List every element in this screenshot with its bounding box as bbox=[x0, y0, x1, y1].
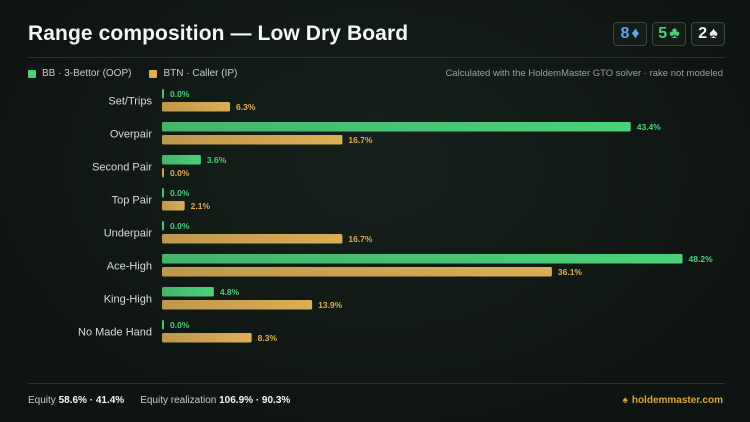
category-label: Overpair bbox=[110, 128, 153, 140]
bar-bb bbox=[162, 188, 164, 198]
bar-bb bbox=[162, 287, 214, 297]
card-rank: 8 bbox=[620, 25, 630, 42]
bar-bb bbox=[162, 320, 164, 330]
value-label: 36.1% bbox=[558, 267, 583, 277]
equity-stat: Equity 58.6% · 41.4% bbox=[28, 395, 124, 406]
brand-name: holdemmaster.com bbox=[631, 395, 723, 406]
bar-bb bbox=[162, 89, 164, 99]
footer-divider bbox=[28, 383, 725, 384]
club-suit-icon: ♣ bbox=[669, 25, 680, 42]
realization-values: 106.9% · 90.3% bbox=[219, 395, 291, 406]
board-card-1: 8 ♦ bbox=[613, 22, 647, 46]
diamond-suit-icon: ♦ bbox=[631, 25, 640, 42]
bar-btn bbox=[162, 135, 343, 145]
spade-icon: ♠ bbox=[622, 395, 628, 406]
category-label: Ace-High bbox=[107, 260, 152, 272]
footer-stats: Equity 58.6% · 41.4% Equity realization … bbox=[28, 395, 290, 406]
category-label: Underpair bbox=[104, 227, 153, 239]
bar-btn bbox=[162, 201, 185, 211]
solver-note: Calculated with the HoldemMaster GTO sol… bbox=[445, 68, 723, 79]
chart-legend: BB · 3-Bettor (OOP) BTN · Caller (IP) bbox=[28, 68, 237, 79]
bar-bb bbox=[162, 122, 631, 132]
value-label: 3.6% bbox=[207, 155, 227, 165]
bar-btn bbox=[162, 102, 231, 112]
legend-swatch-bb bbox=[28, 69, 36, 78]
category-label: King-High bbox=[104, 293, 152, 305]
bar-bb bbox=[162, 254, 683, 264]
value-label: 0.0% bbox=[170, 168, 190, 178]
equity-values: 58.6% · 41.4% bbox=[58, 395, 125, 406]
legend-label-btn: BTN · Caller (IP) bbox=[163, 68, 238, 79]
value-label: 16.7% bbox=[348, 234, 373, 244]
legend-swatch-btn bbox=[149, 69, 158, 78]
brand: ♠ holdemmaster.com bbox=[623, 395, 723, 406]
bar-btn bbox=[162, 267, 552, 277]
board-cards: 8 ♦ 5 ♣ 2 ♠ bbox=[613, 22, 725, 46]
legend-item-bb: BB · 3-Bettor (OOP) bbox=[28, 68, 131, 79]
legend-item-btn: BTN · Caller (IP) bbox=[149, 68, 237, 79]
value-label: 0.0% bbox=[170, 221, 190, 231]
category-label: No Made Hand bbox=[78, 326, 152, 338]
board-card-3: 2 ♠ bbox=[691, 22, 725, 46]
category-label: Top Pair bbox=[112, 194, 153, 206]
bar-bb bbox=[162, 155, 201, 165]
card-rank: 5 bbox=[658, 25, 668, 42]
category-label: Second Pair bbox=[92, 161, 152, 173]
header-divider bbox=[28, 57, 725, 58]
realization-stat: Equity realization 106.9% · 90.3% bbox=[140, 395, 290, 406]
bar-bb bbox=[162, 221, 164, 231]
equity-label: Equity bbox=[28, 395, 56, 406]
realization-label: Equity realization bbox=[140, 395, 217, 406]
value-label: 0.0% bbox=[170, 188, 190, 198]
board-card-2: 5 ♣ bbox=[652, 22, 686, 46]
spade-suit-icon: ♠ bbox=[709, 25, 718, 42]
value-label: 8.3% bbox=[258, 333, 278, 343]
legend-label-bb: BB · 3-Bettor (OOP) bbox=[42, 68, 132, 79]
bar-btn bbox=[162, 168, 164, 178]
category-label: Set/Trips bbox=[108, 95, 152, 107]
value-label: 16.7% bbox=[348, 135, 373, 145]
value-label: 13.9% bbox=[318, 300, 343, 310]
value-label: 48.2% bbox=[689, 254, 714, 264]
value-label: 0.0% bbox=[170, 320, 190, 330]
bar-btn bbox=[162, 234, 343, 244]
value-label: 0.0% bbox=[170, 89, 190, 99]
bar-btn bbox=[162, 300, 313, 310]
chart-title: Range composition — Low Dry Board bbox=[28, 22, 409, 45]
card-rank: 2 bbox=[698, 25, 708, 42]
value-label: 6.3% bbox=[236, 102, 256, 112]
value-label: 43.4% bbox=[637, 122, 662, 132]
value-label: 4.8% bbox=[220, 287, 240, 297]
bar-btn bbox=[162, 333, 252, 343]
value-label: 2.1% bbox=[191, 201, 211, 211]
